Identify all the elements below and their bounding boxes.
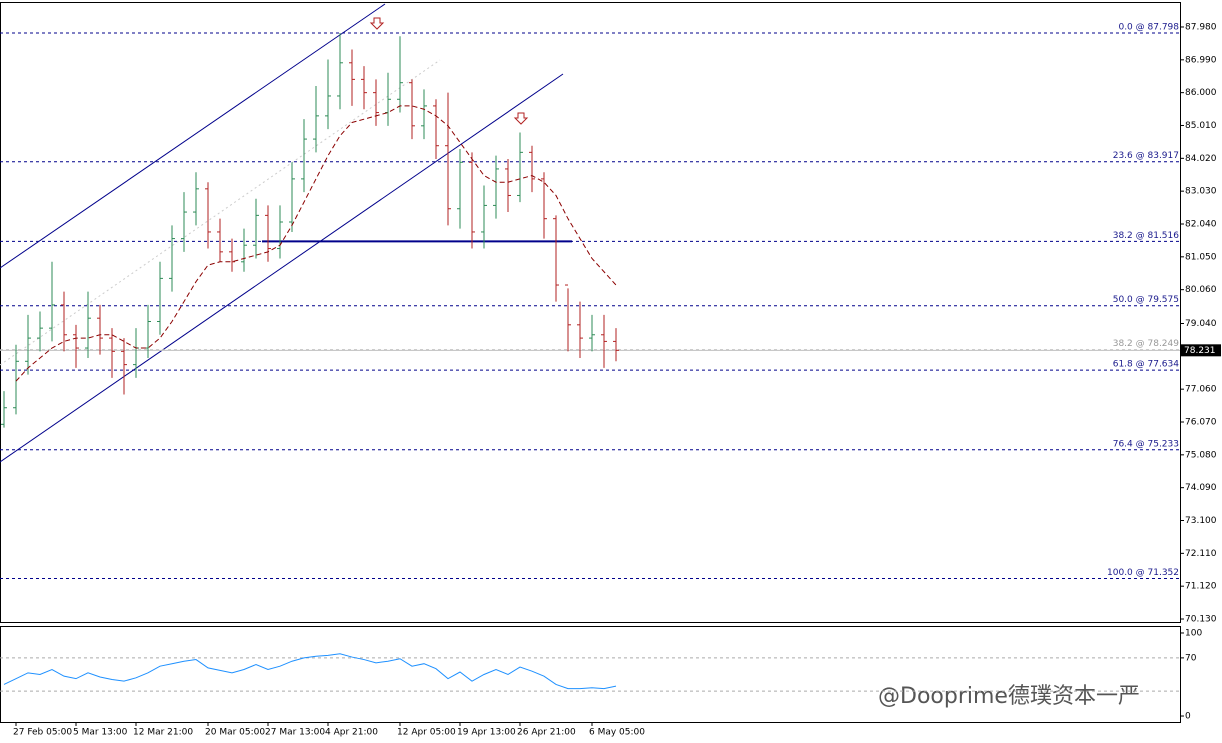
watermark: @Dooprime德璞资本一严 — [878, 684, 1140, 709]
y-tick-label: 80.060 — [1185, 285, 1217, 295]
x-tick-label: 19 Apr 13:00 — [457, 728, 516, 738]
y-tick-label: 86.990 — [1185, 55, 1217, 65]
y-tick-label: 84.020 — [1185, 154, 1217, 164]
channel-mid — [0, 59, 441, 366]
fib-label: 61.8 @ 77.634 — [1113, 360, 1180, 370]
price-box — [1181, 344, 1221, 357]
fib-label: 38.2 @ 78.249 — [1113, 339, 1180, 349]
fib-label: 23.6 @ 83.917 — [1113, 151, 1179, 161]
y-tick-label: 81.050 — [1185, 252, 1217, 262]
y-tick-label: 74.090 — [1185, 483, 1217, 493]
y-tick-label: 71.120 — [1185, 582, 1217, 592]
rsi-frame — [0, 626, 1181, 723]
rsi-line — [3, 653, 617, 690]
price-frame — [0, 2, 1181, 623]
fractal-arrow — [369, 17, 385, 30]
y-tick-label: 72.110 — [1185, 549, 1217, 559]
y-tick-label: 75.080 — [1185, 450, 1217, 460]
price-label: 78.231 — [1184, 346, 1216, 356]
fib-label: 76.4 @ 75.233 — [1113, 439, 1179, 449]
fib-label: 0.0 @ 87.798 — [1118, 23, 1179, 33]
y-tick-label: 86.000 — [1185, 88, 1217, 98]
x-tick-label: 6 May 05:00 — [589, 728, 645, 738]
x-tick-label: 26 Apr 21:00 — [517, 728, 576, 738]
fib-label: 38.2 @ 81.516 — [1113, 231, 1180, 241]
x-tick-label: 12 Mar 21:00 — [133, 728, 193, 738]
y-tick-label: 73.100 — [1185, 516, 1217, 526]
x-tick-label: 27 Feb 05:00 — [13, 728, 72, 738]
x-tick-label: 27 Mar 13:00 — [265, 728, 325, 738]
y-tick-label: 82.040 — [1185, 219, 1217, 229]
rsi-tick-label: 70 — [1185, 653, 1197, 663]
rsi-tick-label: 100 — [1185, 628, 1202, 638]
channel-lower — [0, 73, 564, 463]
x-tick-label: 12 Apr 05:00 — [397, 728, 456, 738]
y-tick-label: 76.070 — [1185, 418, 1217, 428]
x-tick-label: 4 Apr 21:00 — [325, 728, 378, 738]
y-tick-label: 79.040 — [1185, 319, 1217, 329]
y-tick-label: 87.980 — [1185, 22, 1217, 32]
y-tick-label: 83.030 — [1185, 187, 1217, 197]
channel-upper — [0, 3, 386, 269]
y-tick-label: 70.130 — [1185, 615, 1217, 625]
y-tick-label: 77.060 — [1185, 385, 1217, 395]
fib-label: 100.0 @ 71.352 — [1107, 568, 1179, 578]
y-tick-label: 85.010 — [1185, 121, 1217, 131]
fib-label: 50.0 @ 79.575 — [1113, 295, 1179, 305]
fractal-arrow — [513, 112, 529, 125]
x-tick-label: 20 Mar 05:00 — [205, 728, 265, 738]
x-tick-label: 5 Mar 13:00 — [73, 728, 128, 738]
moving-average — [15, 105, 617, 382]
rsi-tick-label: 0 — [1185, 712, 1191, 722]
